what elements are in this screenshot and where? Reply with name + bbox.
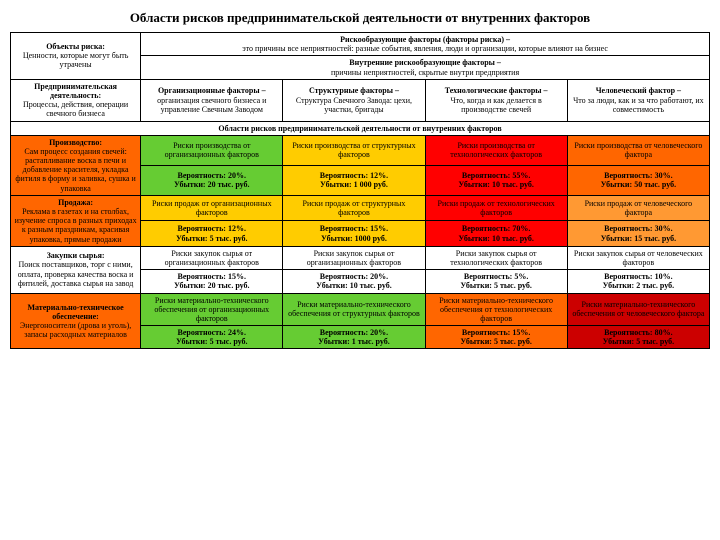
risk-title-0-1: Риски производства от структурных фактор… — [283, 135, 425, 165]
row-label-3: Материально-техническое обеспечение:Энер… — [11, 293, 141, 349]
risk-title-1-3: Риски продаж от человеческого фактора — [567, 195, 709, 220]
row-label-0: Производство:Сам процесс создания свечей… — [11, 135, 141, 195]
struct-head-cell: Структурные факторы – Структура Свечного… — [283, 79, 425, 121]
factors-head: Рискообразующие факторы (факторы риска) … — [340, 35, 510, 44]
human-head-cell: Человеческий фактор – Что за люди, как и… — [567, 79, 709, 121]
risk-title-3-0: Риски материально-технического обеспечен… — [141, 293, 283, 326]
internal-text: причины неприятностей, скрытые внутри пр… — [331, 68, 519, 77]
risk-metric-0-2: Вероятность: 55%.Убытки: 10 тыс. руб. — [425, 165, 567, 195]
risk-metric-3-2: Вероятность: 15%.Убытки: 5 тыс. руб. — [425, 326, 567, 349]
objects-cell: Объекты риска: Ценности, которые могут б… — [11, 33, 141, 80]
risk-title-2-1: Риски закупок сырья от организационных ф… — [283, 246, 425, 269]
risk-title-1-1: Риски продаж от структурных факторов — [283, 195, 425, 220]
human-h: Человеческий фактор – — [596, 86, 681, 95]
tech-t: Что, когда и как делается в производстве… — [450, 96, 541, 114]
risk-metric-2-3: Вероятность: 10%.Убытки: 2 тыс. руб. — [567, 270, 709, 293]
tech-h: Технологические факторы – — [445, 86, 548, 95]
risk-title-3-2: Риски материально-технического обеспечен… — [425, 293, 567, 326]
struct-h: Структурные факторы – — [309, 86, 399, 95]
row-label-1: Продажа:Реклама в газетах и на столбах, … — [11, 195, 141, 246]
human-t: Что за люди, как и за что работают, их с… — [573, 96, 704, 114]
risk-metric-2-0: Вероятность: 15%.Убытки: 20 тыс. руб. — [141, 270, 283, 293]
risk-metric-3-1: Вероятность: 20%.Убытки: 1 тыс. руб. — [283, 326, 425, 349]
section-title: Области рисков предпринимательской деяте… — [11, 121, 710, 135]
struct-t: Структура Свечного Завода: цехи, участки… — [296, 96, 412, 114]
risk-title-1-0: Риски продаж от организационных факторов — [141, 195, 283, 220]
risk-title-2-0: Риски закупок сырья от организационных ф… — [141, 246, 283, 269]
risk-metric-2-2: Вероятность: 5%.Убытки: 5 тыс. руб. — [425, 270, 567, 293]
factors-text: это причины все неприятностей: разные со… — [242, 44, 608, 53]
row-label-2: Закупки сырья:Поиск поставщиков, торг с … — [11, 246, 141, 293]
risk-metric-2-1: Вероятность: 20%.Убытки: 10 тыс. руб. — [283, 270, 425, 293]
risk-title-0-0: Риски производства от организационных фа… — [141, 135, 283, 165]
risk-title-2-2: Риски закупок сырья от технологических ф… — [425, 246, 567, 269]
risk-metric-1-2: Вероятность: 70%.Убытки: 10 тыс. руб. — [425, 221, 567, 246]
activity-text: Процессы, действия, операции свечного би… — [23, 100, 128, 118]
activity-head: Предпринимательская деятельность: — [34, 82, 117, 100]
risk-metric-1-1: Вероятность: 15%.Убытки: 1000 руб. — [283, 221, 425, 246]
risk-title-0-3: Риски производства от человеческого факт… — [567, 135, 709, 165]
internal-head: Внутренние рискообразующие факторы – — [349, 58, 501, 67]
activity-cell: Предпринимательская деятельность: Процес… — [11, 79, 141, 121]
objects-text: Ценности, которые могут быть утрачены — [23, 51, 129, 69]
risk-metric-1-3: Вероятность: 30%.Убытки: 15 тыс. руб. — [567, 221, 709, 246]
risk-title-2-3: Риски закупок сырья от человеческих факт… — [567, 246, 709, 269]
risk-matrix: Объекты риска: Ценности, которые могут б… — [10, 32, 710, 349]
risk-title-0-2: Риски производства от технологических фа… — [425, 135, 567, 165]
risk-metric-0-1: Вероятность: 12%.Убытки: 1 000 руб. — [283, 165, 425, 195]
tech-head-cell: Технологические факторы – Что, когда и к… — [425, 79, 567, 121]
internal-factors-cell: Внутренние рискообразующие факторы – при… — [141, 56, 710, 79]
risk-metric-0-3: Вероятность: 30%.Убытки: 50 тыс. руб. — [567, 165, 709, 195]
risk-title-3-3: Риски материально-технического обеспечен… — [567, 293, 709, 326]
org-h: Организационные факторы – — [158, 86, 266, 95]
factors-cell: Рискообразующие факторы (факторы риска) … — [141, 33, 710, 56]
org-head-cell: Организационные факторы – организация св… — [141, 79, 283, 121]
risk-title-1-2: Риски продаж от технологических факторов — [425, 195, 567, 220]
risk-metric-3-3: Вероятность: 80%.Убытки: 5 тыс. руб. — [567, 326, 709, 349]
risk-metric-0-0: Вероятность: 20%.Убытки: 20 тыс. руб. — [141, 165, 283, 195]
risk-title-3-1: Риски материально-технического обеспечен… — [283, 293, 425, 326]
objects-head: Объекты риска: — [46, 42, 105, 51]
org-t: организация свечного бизнеса и управлени… — [157, 96, 266, 114]
page-title: Области рисков предпринимательской деяте… — [10, 10, 710, 26]
risk-metric-3-0: Вероятность: 24%.Убытки: 5 тыс. руб. — [141, 326, 283, 349]
risk-metric-1-0: Вероятность: 12%.Убытки: 5 тыс. руб. — [141, 221, 283, 246]
